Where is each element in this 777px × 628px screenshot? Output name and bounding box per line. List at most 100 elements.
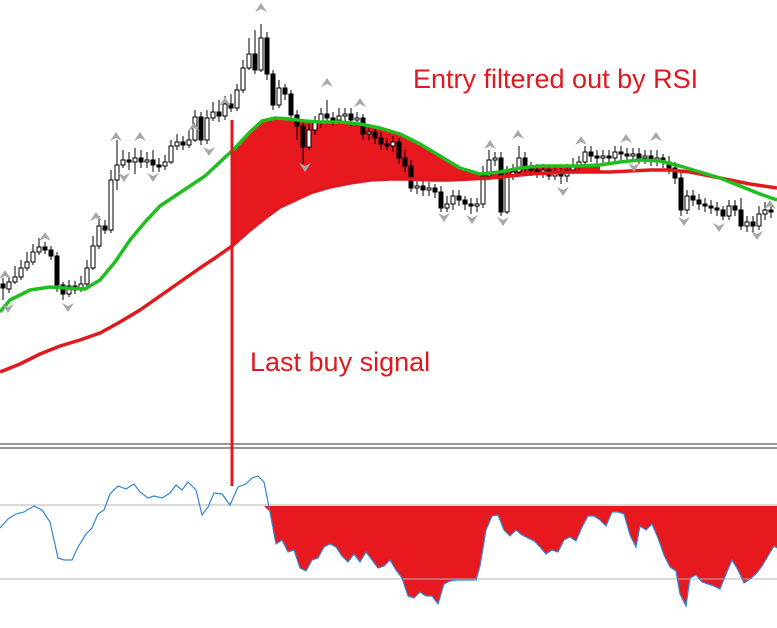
candle-body	[240, 67, 246, 91]
candle	[690, 190, 696, 206]
candle-body	[366, 131, 372, 135]
candle-body	[102, 225, 108, 231]
candle	[654, 150, 660, 166]
candle-body	[480, 175, 486, 205]
candle-body	[36, 246, 42, 253]
candle	[234, 84, 240, 111]
candle	[594, 150, 600, 164]
candle-body	[516, 157, 522, 173]
candle	[324, 100, 330, 124]
candle	[762, 202, 768, 220]
candle-body	[18, 267, 24, 278]
candle-body	[714, 207, 720, 211]
up-arrow-icon	[39, 232, 51, 241]
candle	[258, 24, 264, 72]
candle	[432, 184, 438, 198]
candle	[408, 160, 414, 192]
candle-body	[720, 209, 726, 217]
candle-body	[696, 199, 702, 205]
down-arrow-icon	[438, 213, 450, 222]
candle	[600, 150, 606, 164]
candle	[174, 134, 180, 150]
candle-body	[108, 179, 114, 231]
down-arrow-icon	[147, 173, 159, 182]
candle-body	[168, 145, 174, 163]
up-arrow-icon	[484, 140, 496, 149]
candle	[732, 200, 738, 216]
candle	[516, 146, 522, 176]
candle-body	[684, 195, 690, 211]
down-arrow-icon	[751, 231, 763, 240]
candle-body	[186, 139, 192, 146]
candle	[162, 155, 168, 170]
candle	[180, 136, 186, 150]
up-arrow-icon	[575, 136, 587, 145]
candle-body	[612, 151, 618, 159]
candle	[582, 146, 588, 166]
down-arrow-icon	[678, 217, 690, 226]
candle-body	[48, 249, 54, 257]
down-arrow-icon	[62, 303, 74, 312]
candle	[96, 216, 102, 249]
candle-body	[342, 113, 348, 117]
candle-body	[588, 151, 594, 157]
rsi-fill-region	[262, 506, 777, 606]
candle-body	[282, 87, 288, 95]
candle	[468, 198, 474, 214]
candle-body	[336, 115, 342, 121]
candle	[744, 216, 750, 232]
candle-body	[426, 187, 432, 191]
candle	[204, 110, 210, 144]
panel-separator	[0, 443, 777, 449]
candle	[462, 196, 468, 210]
candle-body	[114, 164, 120, 181]
candle-body	[42, 246, 48, 251]
candle-body	[54, 255, 60, 286]
candle-body	[120, 159, 126, 166]
candle-body	[180, 141, 186, 146]
candle	[492, 152, 498, 166]
up-arrow-icon	[620, 134, 632, 143]
candle	[402, 150, 408, 172]
candle	[0, 278, 6, 300]
candle-body	[12, 276, 18, 283]
candle	[390, 136, 396, 152]
candle	[36, 238, 42, 255]
candle	[420, 180, 426, 196]
candle-body	[762, 209, 768, 215]
candle-body	[606, 155, 612, 159]
candle-body	[726, 205, 732, 217]
candle-body	[6, 281, 12, 290]
candle	[474, 198, 480, 212]
candle	[414, 180, 420, 194]
candle	[588, 146, 594, 162]
candle	[6, 276, 12, 293]
candle-body	[252, 53, 258, 71]
candle	[648, 150, 654, 166]
candle	[288, 90, 294, 120]
candle-body	[162, 161, 168, 167]
down-arrow-icon	[628, 163, 640, 172]
candle	[456, 190, 462, 206]
candle-body	[96, 225, 102, 247]
candle-body	[474, 203, 480, 207]
slow-ma-line	[0, 168, 777, 374]
candle	[252, 30, 258, 74]
candle-body	[600, 155, 606, 159]
up-arrow-icon	[0, 270, 11, 279]
candle-body	[522, 157, 528, 167]
up-arrow-icon	[650, 132, 662, 141]
candle	[612, 146, 618, 162]
candle	[132, 148, 138, 174]
candle-body	[396, 141, 402, 159]
candle-body	[738, 209, 744, 227]
candle	[240, 60, 246, 93]
candle	[426, 182, 432, 196]
candle	[510, 164, 516, 180]
candle	[186, 130, 192, 148]
candle	[396, 138, 402, 164]
candle-body	[618, 151, 624, 155]
candle-body	[708, 205, 714, 209]
candle	[738, 198, 744, 230]
candle	[246, 38, 252, 70]
